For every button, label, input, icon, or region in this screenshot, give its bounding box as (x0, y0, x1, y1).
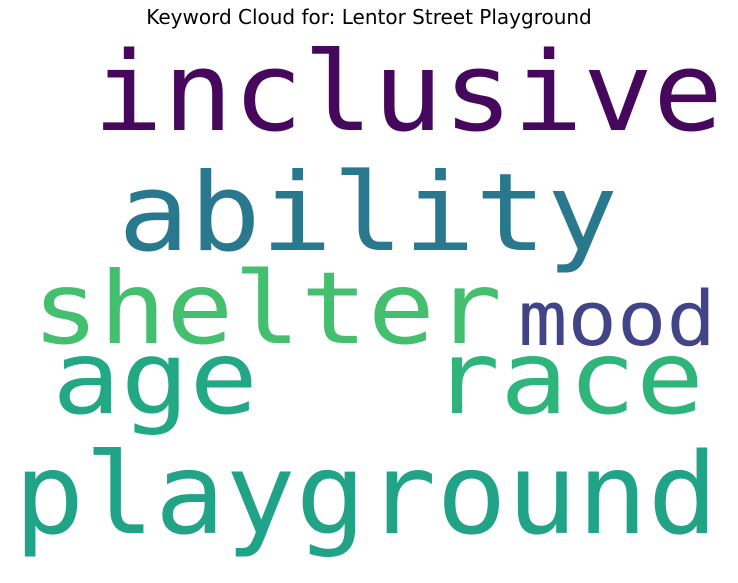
word-cloud-area: inclusive ability shelter age race mood … (6, 38, 732, 578)
word-cloud-canvas: inclusive ability shelter age race mood … (14, 38, 723, 560)
keyword-inclusive: inclusive (93, 38, 723, 156)
keyword-mood: mood (518, 274, 716, 363)
keyword-ability: ability (118, 151, 618, 276)
keyword-age: age (52, 319, 258, 438)
keyword-playground: playground (14, 430, 718, 560)
figure-title: Keyword Cloud for: Lentor Street Playgro… (146, 5, 592, 29)
keyword-shelter: shelter (32, 250, 502, 367)
keyword-race: race (432, 319, 704, 438)
